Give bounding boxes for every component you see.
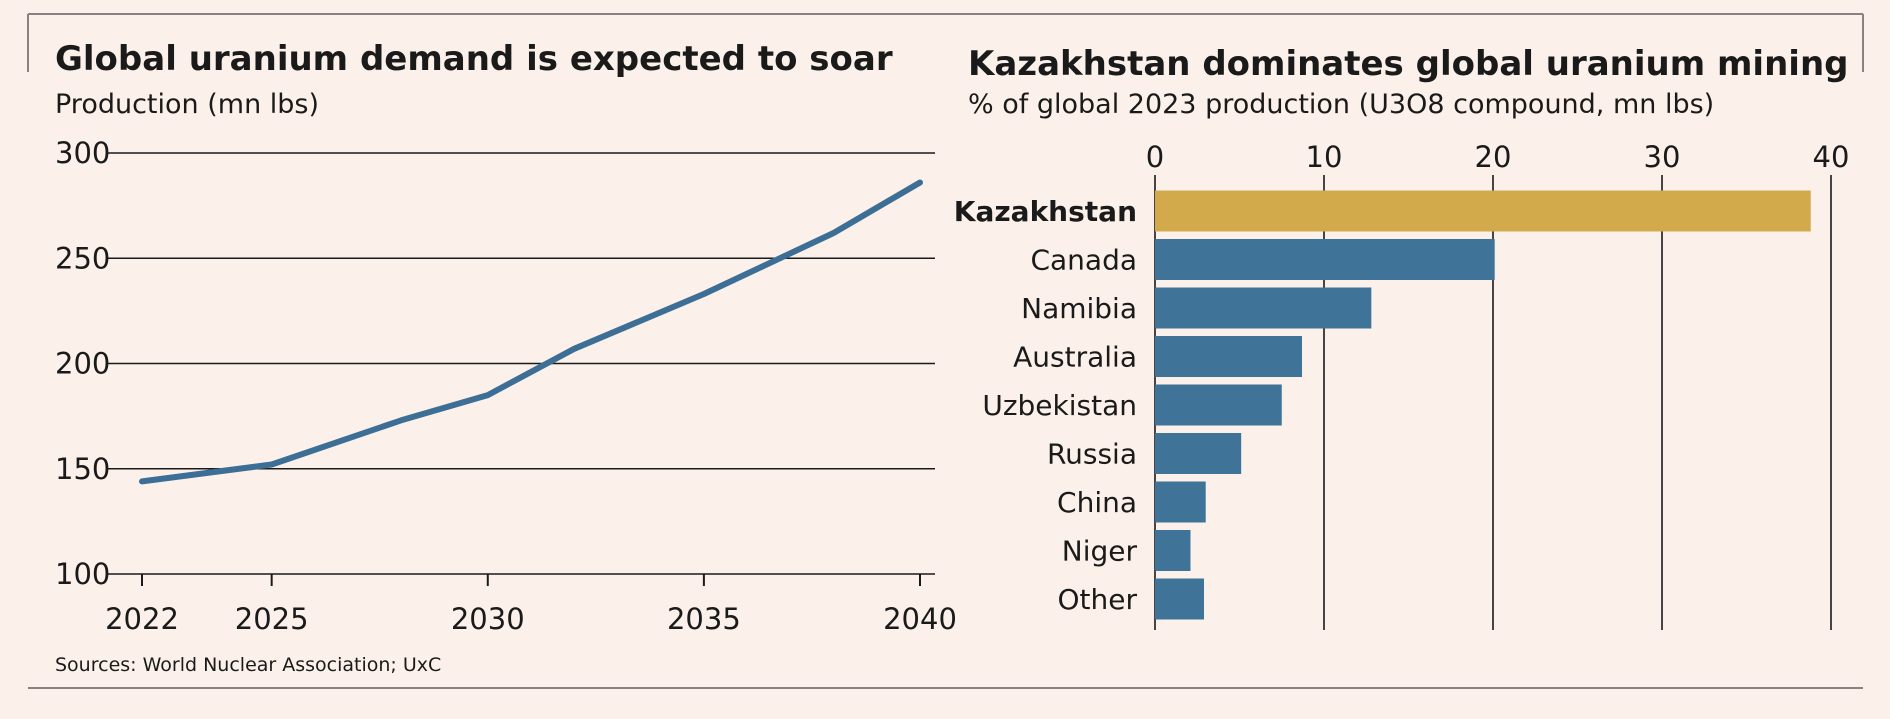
demand-line bbox=[139, 179, 923, 485]
bar-chart-panel: Kazakhstan dominates global uranium mini… bbox=[954, 44, 1850, 630]
bar-category-label: Uzbekistan bbox=[982, 389, 1137, 422]
bar-chart-x-tick-label: 0 bbox=[1146, 140, 1164, 174]
line-chart-y-tick-labels: 100 150 200 250 300 bbox=[55, 136, 110, 591]
bar-other bbox=[1155, 578, 1205, 620]
line-chart-title: Global uranium demand is expected to soa… bbox=[55, 39, 893, 79]
bar-chart-x-tick-label: 40 bbox=[1813, 140, 1850, 174]
line-chart-subtitle: Production (mn lbs) bbox=[55, 89, 319, 120]
bar-australia bbox=[1155, 336, 1303, 377]
bar-niger bbox=[1155, 530, 1191, 571]
bar-chart-x-tick-label: 30 bbox=[1644, 140, 1681, 174]
line-chart-series bbox=[139, 179, 923, 485]
bar-category-label: Australia bbox=[1013, 341, 1137, 374]
line-chart-gridlines bbox=[107, 152, 935, 575]
bar-category-label: Namibia bbox=[1021, 292, 1137, 325]
line-chart-x-tick-labels: 2022 2025 2030 2035 2040 bbox=[105, 602, 957, 636]
line-chart-y-tick-label: 100 bbox=[55, 557, 110, 591]
line-chart-x-tick-label: 2040 bbox=[883, 602, 957, 636]
source-note: Sources: World Nuclear Association; UxC bbox=[55, 654, 441, 676]
bar-chart-x-tick-label: 10 bbox=[1306, 140, 1343, 174]
line-chart-x-ticks bbox=[141, 574, 921, 586]
bar-chart-title: Kazakhstan dominates global uranium mini… bbox=[968, 44, 1848, 84]
line-chart-x-tick-label: 2030 bbox=[451, 602, 525, 636]
bar-kazakhstan bbox=[1155, 190, 1811, 232]
bar-uzbekistan bbox=[1155, 384, 1282, 426]
line-chart-x-tick-label: 2022 bbox=[105, 602, 179, 636]
bar-category-label: Kazakhstan bbox=[954, 195, 1137, 228]
line-chart-y-tick-label: 150 bbox=[55, 452, 110, 486]
bar-china bbox=[1155, 481, 1206, 523]
bar-chart-x-tick-labels: 0 10 20 30 40 bbox=[1146, 140, 1850, 174]
bar-category-label: Russia bbox=[1047, 438, 1137, 471]
bar-chart-x-tick-label: 20 bbox=[1475, 140, 1512, 174]
bar-category-label: Canada bbox=[1030, 244, 1137, 277]
line-chart-y-tick-label: 300 bbox=[55, 136, 110, 170]
bar-chart-bars bbox=[1155, 190, 1811, 620]
bar-category-label: Niger bbox=[1062, 535, 1138, 568]
line-chart-panel: Global uranium demand is expected to soa… bbox=[55, 39, 957, 676]
bar-category-label: China bbox=[1057, 486, 1137, 519]
bar-chart-subtitle: % of global 2023 production (U3O8 compou… bbox=[968, 89, 1714, 120]
bar-canada bbox=[1155, 239, 1495, 280]
line-chart-y-tick-label: 200 bbox=[55, 347, 110, 381]
line-chart-x-tick-label: 2025 bbox=[235, 602, 309, 636]
bar-category-label: Other bbox=[1057, 583, 1137, 616]
bar-russia bbox=[1155, 433, 1242, 474]
bar-namibia bbox=[1155, 287, 1372, 329]
bar-chart-category-labels: Kazakhstan Canada Namibia Australia Uzbekist… bbox=[954, 195, 1138, 616]
line-chart-y-tick-label: 250 bbox=[55, 241, 110, 275]
line-chart-x-tick-label: 2035 bbox=[667, 602, 741, 636]
